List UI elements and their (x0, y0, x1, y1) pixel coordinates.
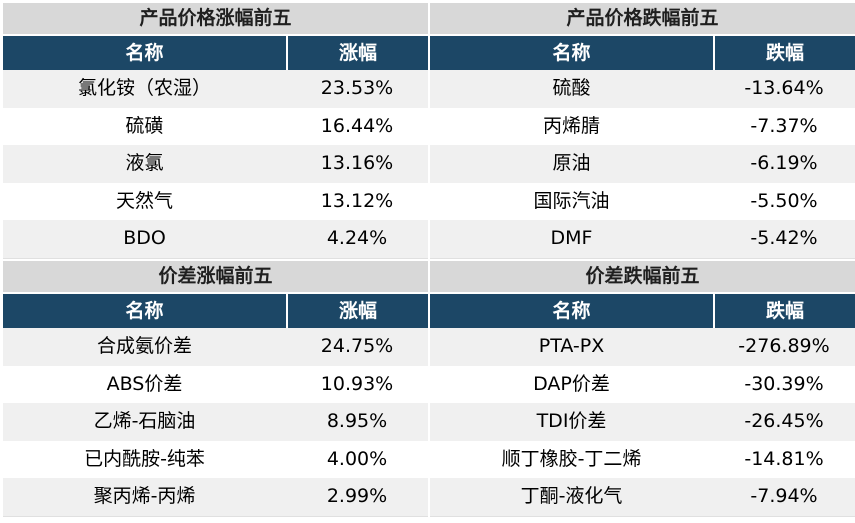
cell-value: 24.75% (320, 335, 394, 357)
cell-value: -30.39% (744, 372, 824, 395)
table-row: 硫磺 16.44% (3, 107, 428, 146)
cell-value: 10.93% (320, 372, 394, 395)
table-row: 已内酰胺-纯苯 4.00% (3, 440, 428, 479)
spread-losers-table: 价差跌幅前五 名称 跌幅 PTA-PX -276.89% DAP价差 -30.3… (430, 261, 855, 517)
table-row: 顺丁橡胶-丁二烯 -14.81% (430, 440, 855, 479)
table-row: 丁酮-液化气 -7.94% (430, 478, 855, 516)
column-header-name: 名称 (3, 294, 288, 328)
cell-name: 合成氨价差 (96, 335, 192, 357)
table-header: 名称 跌幅 (430, 36, 855, 70)
table-row: TDI价差 -26.45% (430, 403, 855, 441)
table-row: 液氯 13.16% (3, 145, 428, 183)
cell-name: DAP价差 (533, 372, 610, 395)
table-row: 聚丙烯-丙烯 2.99% (3, 478, 428, 516)
cell-name: TDI价差 (536, 410, 607, 433)
table-title: 价差跌幅前五 (430, 261, 855, 294)
column-header-name: 名称 (430, 294, 715, 328)
cell-value: -276.89% (738, 335, 830, 357)
cell-value: -5.42% (750, 227, 818, 250)
table-row: BDO 4.24% (3, 220, 428, 258)
column-header-change: 跌幅 (765, 42, 804, 64)
cell-value: 4.00% (326, 447, 388, 470)
table-row: DAP价差 -30.39% (430, 365, 855, 404)
column-header-change: 涨幅 (338, 42, 377, 64)
cell-name: 顺丁橡胶-丁二烯 (501, 447, 642, 470)
cell-value: -7.94% (750, 485, 818, 508)
cell-name: 硫磺 (125, 114, 164, 137)
table-header: 名称 涨幅 (3, 36, 428, 70)
table-row: 国际汽油 -5.50% (430, 182, 855, 221)
table-title: 产品价格涨幅前五 (3, 3, 428, 36)
cell-name: PTA-PX (538, 335, 605, 357)
cell-value: 4.24% (326, 227, 388, 250)
cell-name: 氯化铵（农湿） (77, 77, 211, 99)
cell-value: 13.12% (320, 189, 394, 212)
cell-name: 丁酮-液化气 (520, 485, 623, 508)
cell-value: 23.53% (320, 77, 394, 99)
cell-name: 硫酸 (552, 77, 591, 99)
cell-value: -13.64% (744, 77, 824, 99)
cell-value: -7.37% (750, 114, 818, 137)
cell-value: -6.19% (750, 152, 818, 175)
table-row: 乙烯-石脑油 8.95% (3, 403, 428, 441)
cell-value: -5.50% (750, 189, 818, 212)
cell-value: -26.45% (744, 410, 824, 433)
cell-value: 2.99% (326, 485, 388, 508)
cell-name: BDO (123, 227, 166, 250)
column-header-name: 名称 (3, 36, 288, 70)
table-row: 丙烯腈 -7.37% (430, 107, 855, 146)
cell-name: 聚丙烯-丙烯 (93, 485, 196, 508)
table-row: 硫酸 -13.64% (430, 70, 855, 108)
cell-value: 13.16% (320, 152, 394, 175)
cell-name: 丙烯腈 (542, 114, 600, 137)
cell-value: -14.81% (744, 447, 824, 470)
cell-name: DMF (550, 227, 593, 250)
product-price-losers-table: 产品价格跌幅前五 名称 跌幅 硫酸 -13.64% 丙烯腈 -7.37% 原油 … (430, 3, 855, 259)
cell-value: 8.95% (326, 410, 388, 433)
cell-name: ABS价差 (106, 372, 183, 395)
table-row: 原油 -6.19% (430, 145, 855, 183)
table-row: ABS价差 10.93% (3, 365, 428, 404)
cell-name: 天然气 (115, 189, 173, 212)
table-row: PTA-PX -276.89% (430, 328, 855, 366)
spread-gainers-table: 价差涨幅前五 名称 涨幅 合成氨价差 24.75% ABS价差 10.93% 乙… (3, 261, 428, 517)
cell-name: 液氯 (125, 152, 164, 175)
cell-name: 原油 (552, 152, 591, 175)
table-title: 产品价格跌幅前五 (430, 3, 855, 36)
table-row: 天然气 13.12% (3, 182, 428, 221)
column-header-change: 涨幅 (338, 300, 377, 322)
table-row: 合成氨价差 24.75% (3, 328, 428, 366)
table-title: 价差涨幅前五 (3, 261, 428, 294)
column-header-name: 名称 (430, 36, 715, 70)
column-header-change: 跌幅 (765, 300, 804, 322)
table-row: DMF -5.42% (430, 220, 855, 258)
table-header: 名称 涨幅 (3, 294, 428, 328)
cell-name: 国际汽油 (533, 189, 610, 212)
cell-name: 已内酰胺-纯苯 (84, 447, 205, 470)
table-row: 氯化铵（农湿） 23.53% (3, 70, 428, 108)
table-header: 名称 跌幅 (430, 294, 855, 328)
cell-name: 乙烯-石脑油 (93, 410, 196, 433)
cell-value: 16.44% (320, 114, 394, 137)
product-price-gainers-table: 产品价格涨幅前五 名称 涨幅 氯化铵（农湿） 23.53% 硫磺 16.44% … (3, 3, 428, 259)
